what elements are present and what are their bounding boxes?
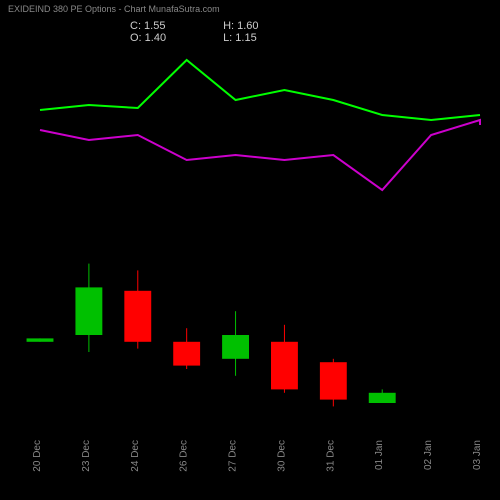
- chart-svg: 20 Dec 23 Dec 24 Dec 26 Dec 27 Dec 30 Dec 31 D…: [0, 0, 500, 500]
- svg-text:01 Jan: 01 Jan: [374, 440, 385, 470]
- svg-text:31 Dec: 31 Dec: [325, 440, 336, 472]
- svg-text:02 Jan: 02 Jan: [423, 440, 434, 470]
- svg-text:26 Dec: 26 Dec: [179, 440, 190, 472]
- svg-text:24 Dec: 24 Dec: [130, 440, 141, 472]
- svg-text:03 Jan: 03 Jan: [472, 440, 483, 470]
- svg-text:20 Dec: 20 Dec: [32, 440, 43, 472]
- candlestick-series: [27, 264, 396, 407]
- svg-text:27 Dec: 27 Dec: [228, 440, 239, 472]
- svg-text:23 Dec: 23 Dec: [81, 440, 92, 472]
- svg-text:30 Dec: 30 Dec: [276, 440, 287, 472]
- x-axis-labels: 20 Dec 23 Dec 24 Dec 26 Dec 27 Dec 30 Dec 31 D…: [32, 440, 483, 472]
- indicator-lines: [40, 60, 480, 190]
